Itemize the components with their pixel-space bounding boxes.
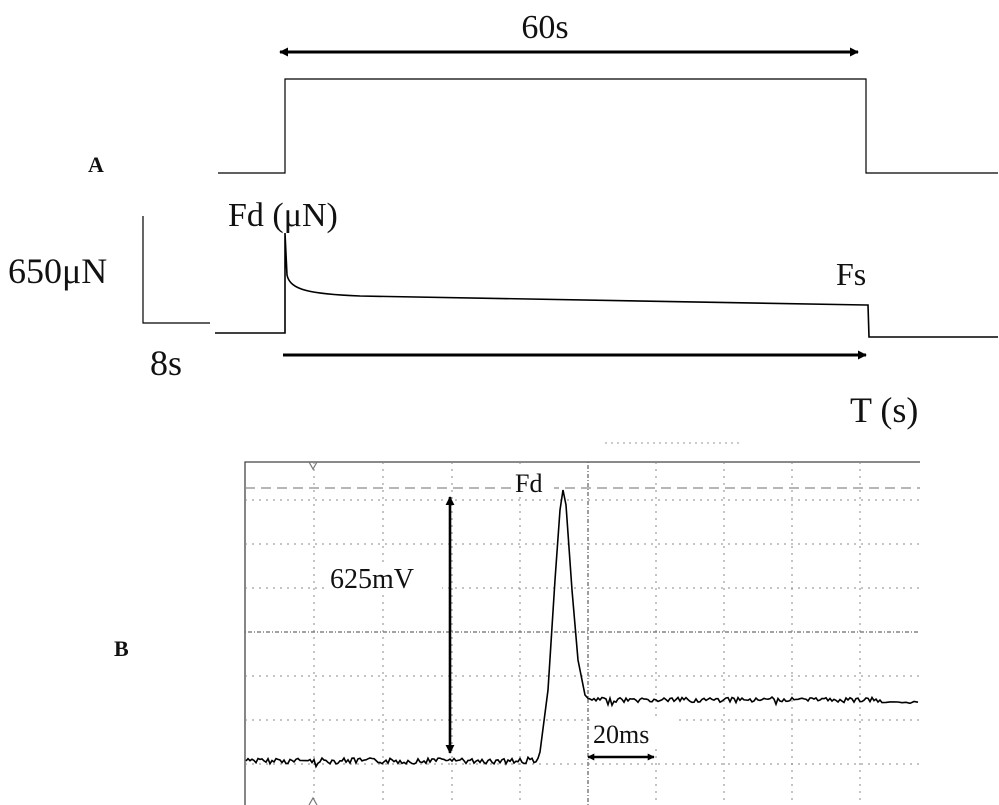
panel-a: A 60s Fd (μN) 650μN 8s Fs T (s) xyxy=(8,9,998,430)
peak-force-label: Fd (μN) xyxy=(228,197,338,234)
panel-b-label: B xyxy=(114,636,129,661)
trigger-marker-bottom xyxy=(308,796,318,805)
scale-bar xyxy=(142,216,210,324)
peak-label: Fd xyxy=(515,469,542,498)
time-scale-label: 8s xyxy=(150,343,182,383)
scope-frame xyxy=(244,461,920,805)
stimulus-step-trace xyxy=(218,78,998,174)
sustained-force-label: Fs xyxy=(836,256,866,292)
trigger-marker-top xyxy=(308,461,318,471)
force-trace xyxy=(215,232,998,338)
panel-b: B Fd xyxy=(114,442,920,805)
panel-a-label: A xyxy=(88,152,104,177)
time-axis-label: T (s) xyxy=(850,390,918,430)
signal-trace xyxy=(245,489,919,769)
time-span-label: 20ms xyxy=(593,720,649,749)
amplitude-label-bg xyxy=(328,562,442,594)
duration-label: 60s xyxy=(521,9,568,46)
force-scale-label: 650μN xyxy=(8,251,107,291)
amplitude-label: 625mV xyxy=(330,564,414,595)
scope-graticule xyxy=(245,462,920,805)
time-span-label-bg xyxy=(590,718,674,748)
peak-label-bg xyxy=(512,468,554,496)
